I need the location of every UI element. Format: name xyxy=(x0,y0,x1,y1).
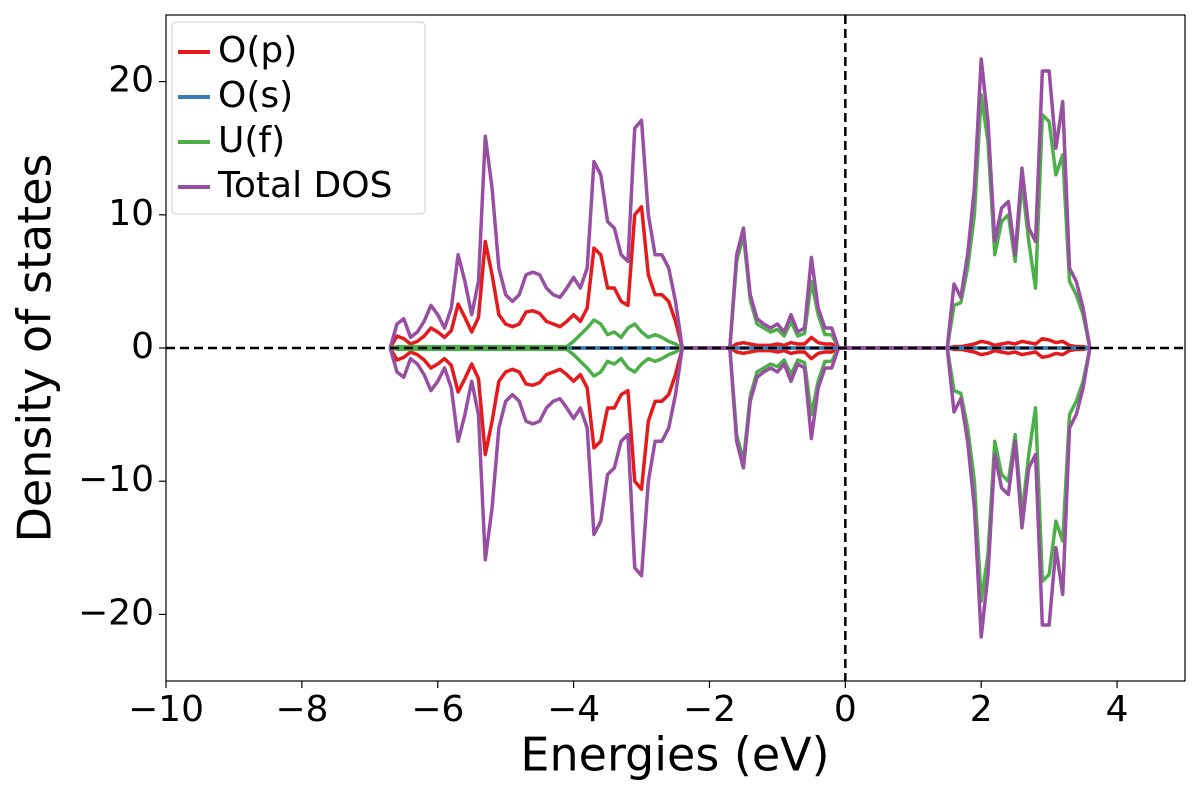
legend: O(p)O(s)U(f)Total DOS xyxy=(171,21,426,215)
plot-area xyxy=(166,15,1185,681)
legend-box xyxy=(171,21,426,215)
legend-label: O(p) xyxy=(218,30,297,71)
x-tick-label: −2 xyxy=(683,689,736,730)
y-tick-label: −10 xyxy=(78,459,154,500)
x-tick-label: 4 xyxy=(1106,689,1129,730)
dos-line xyxy=(388,346,1092,639)
y-tick-label: −20 xyxy=(78,592,154,633)
dos-line xyxy=(388,57,1092,350)
x-tick-label: −6 xyxy=(411,689,464,730)
legend-label: O(s) xyxy=(218,75,293,116)
x-tick-label: −4 xyxy=(547,689,600,730)
x-tick-label: 2 xyxy=(970,689,993,730)
y-axis-label: Density of states xyxy=(8,154,62,543)
y-tick-label: 20 xyxy=(108,60,154,101)
plot-frame xyxy=(165,14,1186,682)
x-axis-label: Energies (eV) xyxy=(520,728,829,782)
y-tick-label: 0 xyxy=(131,326,154,367)
dos-line xyxy=(388,346,1091,491)
y-tick-label: 10 xyxy=(108,193,154,234)
dos-line xyxy=(389,93,1092,350)
x-tick-label: 0 xyxy=(834,689,857,730)
dos-line xyxy=(389,346,1092,603)
legend-label: Total DOS xyxy=(217,165,392,206)
dos-line xyxy=(388,205,1091,350)
x-tick-label: −10 xyxy=(128,689,204,730)
legend-label: U(f) xyxy=(218,120,285,161)
x-tick-label: −8 xyxy=(275,689,328,730)
